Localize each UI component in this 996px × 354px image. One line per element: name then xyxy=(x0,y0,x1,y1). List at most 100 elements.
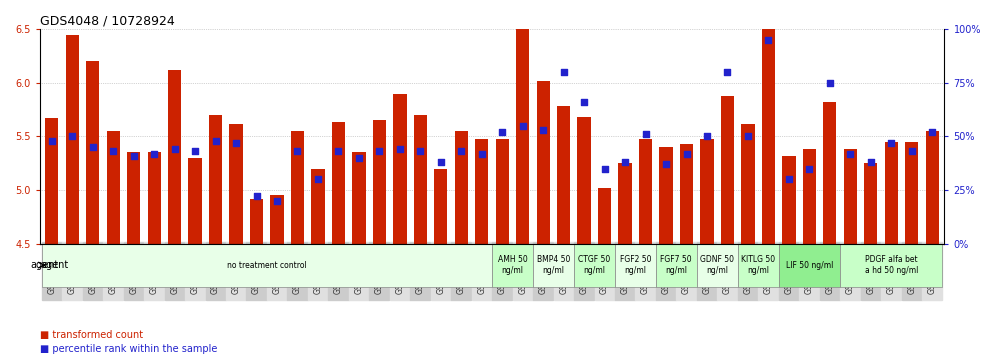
Point xyxy=(187,149,203,154)
Point xyxy=(678,151,694,156)
Bar xyxy=(250,199,263,244)
Bar xyxy=(229,124,243,244)
Point xyxy=(65,133,81,139)
Point xyxy=(433,159,449,165)
Point xyxy=(924,129,940,135)
Point xyxy=(699,133,715,139)
Text: no treatment control: no treatment control xyxy=(227,261,307,270)
Point xyxy=(146,151,162,156)
Point xyxy=(515,123,531,129)
FancyBboxPatch shape xyxy=(779,244,840,287)
Bar xyxy=(353,153,366,244)
Point xyxy=(618,159,633,165)
Point xyxy=(781,177,797,182)
Bar xyxy=(413,115,427,244)
Bar xyxy=(925,131,939,244)
Point xyxy=(719,69,735,75)
Bar xyxy=(557,107,571,244)
Text: GDNF 50
ng/ml: GDNF 50 ng/ml xyxy=(700,255,734,275)
Point xyxy=(228,140,244,146)
FancyBboxPatch shape xyxy=(655,244,697,287)
Bar xyxy=(638,138,652,244)
Point xyxy=(125,153,141,159)
Bar xyxy=(45,118,59,244)
Point xyxy=(760,37,776,43)
Bar xyxy=(844,149,857,244)
Bar xyxy=(107,131,120,244)
Text: FGF7 50
ng/ml: FGF7 50 ng/ml xyxy=(660,255,692,275)
Point xyxy=(453,149,469,154)
Text: KITLG 50
ng/ml: KITLG 50 ng/ml xyxy=(741,255,775,275)
FancyBboxPatch shape xyxy=(738,244,779,287)
Bar xyxy=(209,115,222,244)
Bar xyxy=(496,138,509,244)
Point xyxy=(597,166,613,171)
Text: agent: agent xyxy=(31,260,59,270)
Point xyxy=(331,149,347,154)
Bar xyxy=(721,96,734,244)
Point xyxy=(310,177,326,182)
Point xyxy=(658,161,674,167)
Text: CTGF 50
ng/ml: CTGF 50 ng/ml xyxy=(579,255,611,275)
Bar xyxy=(782,156,796,244)
Point xyxy=(44,138,60,143)
Point xyxy=(351,155,367,161)
Point xyxy=(883,140,899,146)
Bar xyxy=(434,169,447,244)
Point xyxy=(249,194,265,199)
Point xyxy=(822,80,838,86)
Point xyxy=(166,147,182,152)
Bar xyxy=(475,138,488,244)
Point xyxy=(863,159,878,165)
Bar xyxy=(332,122,345,244)
Bar xyxy=(454,131,468,244)
Bar xyxy=(270,195,284,244)
Bar xyxy=(823,102,837,244)
Bar xyxy=(762,24,775,244)
Bar xyxy=(619,163,631,244)
Bar xyxy=(700,138,713,244)
Bar xyxy=(86,61,100,244)
Bar xyxy=(168,70,181,244)
Bar xyxy=(905,142,918,244)
Point xyxy=(106,149,122,154)
Bar xyxy=(516,29,529,244)
Bar xyxy=(578,117,591,244)
FancyBboxPatch shape xyxy=(615,244,655,287)
Text: PDGF alfa bet
a hd 50 ng/ml: PDGF alfa bet a hd 50 ng/ml xyxy=(865,255,918,275)
Point xyxy=(740,133,756,139)
Bar xyxy=(598,188,612,244)
Text: agent: agent xyxy=(41,260,69,270)
Point xyxy=(556,69,572,75)
Bar xyxy=(865,163,877,244)
Point xyxy=(802,166,818,171)
Point xyxy=(637,131,653,137)
Text: AMH 50
ng/ml: AMH 50 ng/ml xyxy=(498,255,527,275)
Bar xyxy=(373,120,386,244)
Point xyxy=(576,99,592,105)
Bar xyxy=(312,169,325,244)
FancyBboxPatch shape xyxy=(533,244,574,287)
Point xyxy=(391,147,407,152)
Point xyxy=(474,151,490,156)
Bar xyxy=(537,81,550,244)
Point xyxy=(535,127,551,133)
FancyBboxPatch shape xyxy=(697,244,738,287)
Bar xyxy=(803,149,816,244)
Bar xyxy=(659,147,672,244)
Text: ■ percentile rank within the sample: ■ percentile rank within the sample xyxy=(40,344,217,354)
Text: BMP4 50
ng/ml: BMP4 50 ng/ml xyxy=(537,255,570,275)
FancyBboxPatch shape xyxy=(492,244,533,287)
Text: ■ transformed count: ■ transformed count xyxy=(40,330,143,340)
Bar xyxy=(884,142,898,244)
FancyBboxPatch shape xyxy=(840,244,942,287)
Point xyxy=(372,149,387,154)
Bar xyxy=(291,131,304,244)
Bar xyxy=(741,124,755,244)
Bar xyxy=(393,93,406,244)
Bar xyxy=(127,153,140,244)
Point xyxy=(412,149,428,154)
Bar xyxy=(66,35,79,244)
Point xyxy=(494,129,510,135)
Point xyxy=(903,149,919,154)
